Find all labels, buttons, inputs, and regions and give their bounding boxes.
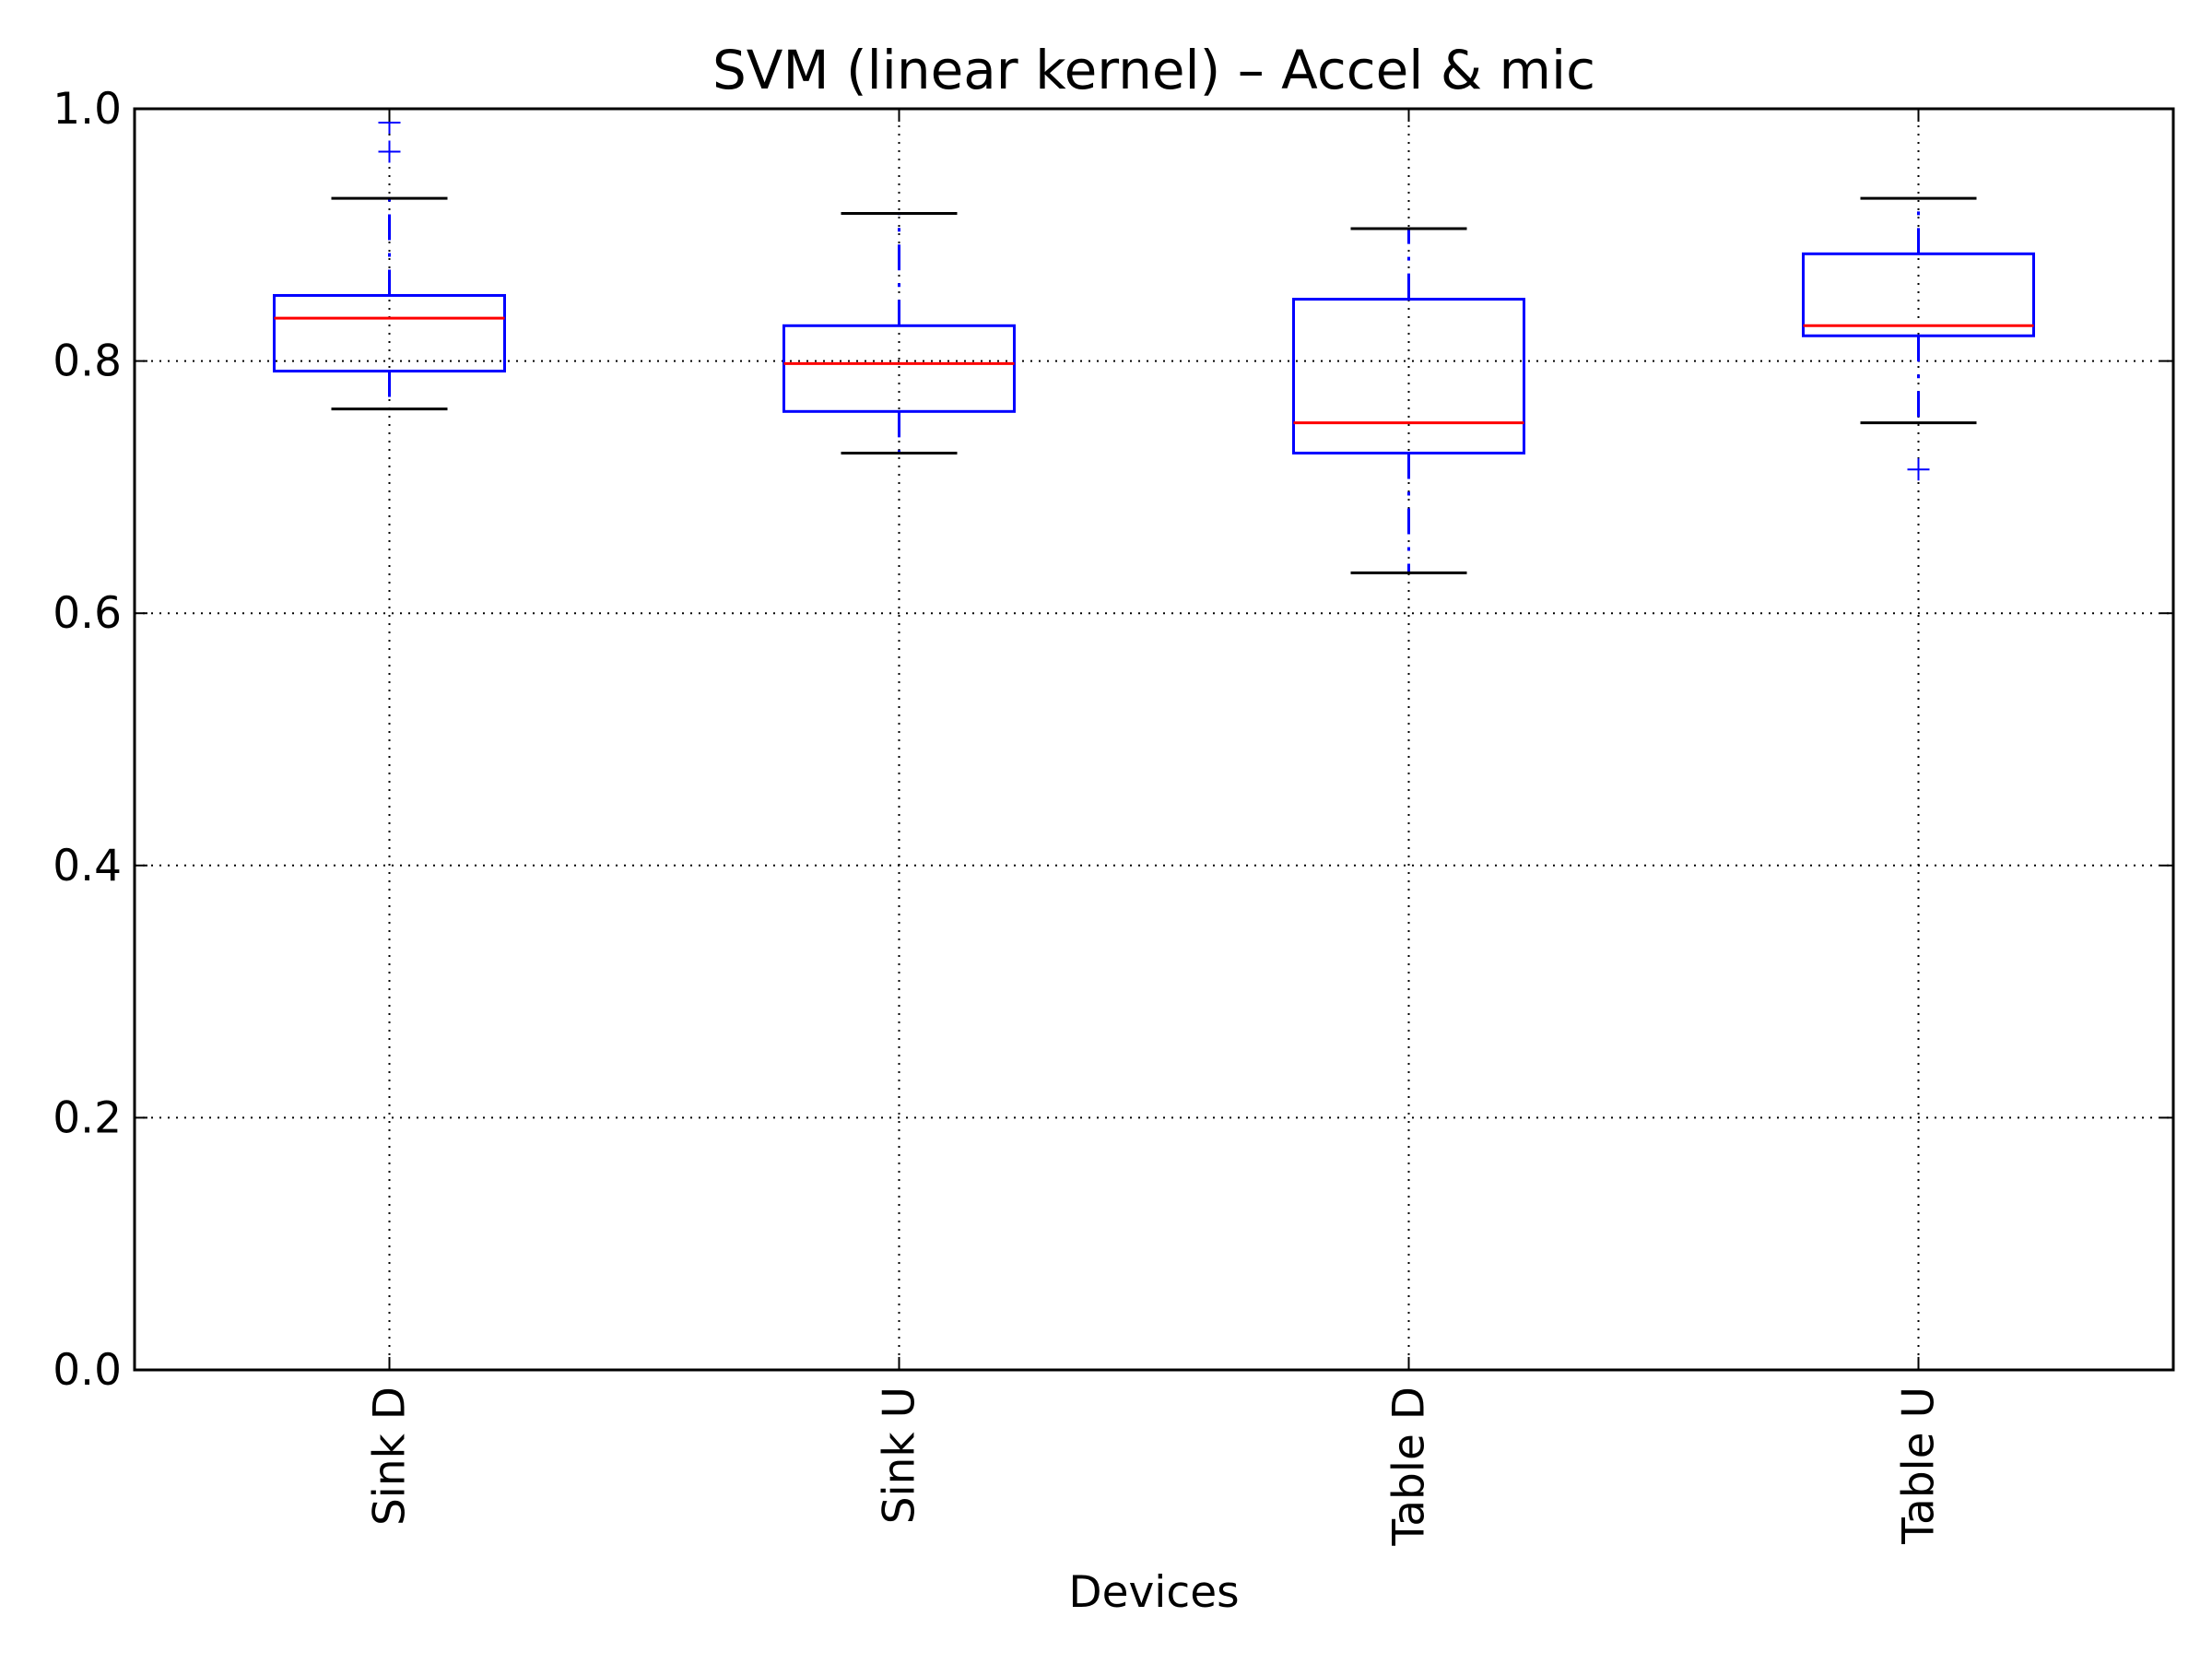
x-tick-label: Sink U	[875, 1387, 925, 1524]
y-tick-label: 0.2	[53, 1092, 122, 1143]
boxes	[273, 112, 2035, 574]
y-tick-label: 0.0	[53, 1345, 122, 1396]
box-group	[1292, 227, 1525, 574]
box-iqr	[273, 293, 506, 373]
ticks: 0.0 0.2 0.4 0.6 0.8 1.0 Sink D Sink U Table D Tab…	[53, 84, 2173, 1547]
x-tick-label: Table U	[1894, 1387, 1945, 1545]
box-iqr	[782, 324, 1016, 413]
x-tick-label: Sink D	[365, 1387, 416, 1526]
grid	[135, 109, 2173, 1370]
box-group	[1802, 196, 2035, 481]
chart-title: SVM (linear kernel) – Accel & mic	[712, 39, 1595, 101]
x-tick-label: Table D	[1384, 1387, 1435, 1547]
outlier-point	[1907, 458, 1930, 481]
y-tick-label: 0.8	[53, 336, 122, 387]
box-group	[782, 212, 1016, 454]
y-tick-label: 0.4	[53, 841, 122, 891]
outlier-point	[378, 140, 401, 163]
y-tick-label: 1.0	[53, 84, 122, 135]
y-tick-label: 0.6	[53, 588, 122, 639]
box-iqr	[1292, 298, 1525, 454]
box-group	[273, 112, 506, 411]
box-iqr	[1802, 252, 2035, 337]
axes-frame	[133, 107, 2175, 1372]
x-axis-label: Devices	[1068, 1567, 1239, 1618]
